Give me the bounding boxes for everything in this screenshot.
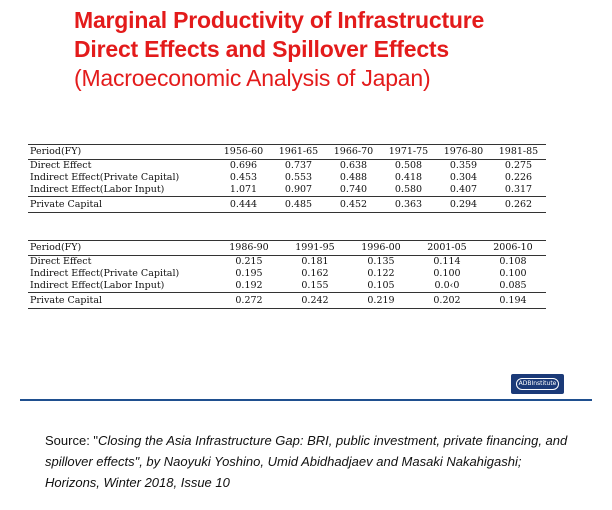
- header-label: Period(FY): [28, 144, 216, 160]
- source-authors: ", by Naoyuki Yoshino, Umid Abidhadjaev …: [134, 454, 402, 469]
- period-header: 1986-90: [216, 240, 282, 256]
- table-cell: 0.488: [339, 172, 368, 183]
- table-header-row: Period(FY) 1986-90 1991-95 1996-00 2001-…: [28, 240, 546, 256]
- table-cell: 0.275: [504, 160, 533, 171]
- table-cell: 0.085: [499, 280, 527, 291]
- table-cell: 0.202: [414, 292, 480, 309]
- table-cell: 0.740: [339, 184, 368, 195]
- table-cell: 0.444: [216, 196, 271, 213]
- slide-title: Marginal Productivity of Infrastructure …: [74, 6, 604, 93]
- table-cell: 0.737: [284, 160, 313, 171]
- table-row: Direct Effect 0.215 0.181 0.135 0.114 0.…: [28, 256, 546, 269]
- source-publication: Masaki Nakahigashi; Horizons, Winter 201…: [45, 454, 522, 490]
- table-cell: 0.242: [282, 292, 348, 309]
- table-cell: 0.105: [367, 280, 395, 291]
- productivity-table-1986-2010: Period(FY) 1986-90 1991-95 1996-00 2001-…: [28, 240, 546, 309]
- table-row: Direct Effect 0.696 0.737 0.638 0.508 0.…: [28, 160, 546, 173]
- row-label: Indirect Effect(Private Capital): [30, 268, 180, 279]
- table-row: Indirect Effect(Private Capital) 0.453 0…: [28, 172, 546, 184]
- table-cell: 0.0‹0: [434, 280, 460, 291]
- table-cell: 0.155: [301, 280, 329, 291]
- period-header: 1961-65: [271, 144, 326, 160]
- table-cell: 0.195: [235, 268, 263, 279]
- table-cell: 0.907: [284, 184, 313, 195]
- table-cell: 0.363: [381, 196, 436, 213]
- row-label: Private Capital: [28, 196, 216, 213]
- table-cell: 1.071: [229, 184, 258, 195]
- table-cell: 0.696: [229, 160, 258, 171]
- table-row: Indirect Effect(Private Capital) 0.195 0…: [28, 268, 546, 280]
- table-cell: 0.407: [449, 184, 478, 195]
- row-label: Indirect Effect(Labor Input): [30, 184, 165, 195]
- title-line-3: (Macroeconomic Analysis of Japan): [74, 65, 431, 91]
- title-line-2: Direct Effects and Spillover Effects: [74, 36, 449, 62]
- period-header: 1976-80: [436, 144, 491, 160]
- period-header: 1956-60: [216, 144, 271, 160]
- source-prefix: Source: ": [45, 433, 99, 448]
- period-header: 2006-10: [480, 240, 546, 256]
- period-header: 1996-00: [348, 240, 414, 256]
- table-row: Private Capital 0.444 0.485 0.452 0.363 …: [28, 196, 546, 213]
- period-header: 1971-75: [381, 144, 436, 160]
- table-header-row: Period(FY) 1956-60 1961-65 1966-70 1971-…: [28, 144, 546, 160]
- table-cell: 0.194: [480, 292, 546, 309]
- row-label: Indirect Effect(Private Capital): [30, 172, 180, 183]
- table-cell: 0.580: [394, 184, 423, 195]
- row-label: Indirect Effect(Labor Input): [30, 280, 165, 291]
- table-cell: 0.100: [499, 268, 527, 279]
- adbi-logo-text: ADBInstitute: [515, 378, 560, 390]
- table-cell: 0.181: [301, 256, 329, 267]
- title-line-1: Marginal Productivity of Infrastructure: [74, 7, 485, 33]
- table-cell: 0.135: [367, 256, 395, 267]
- table-cell: 0.162: [301, 268, 329, 279]
- table-cell: 0.359: [449, 160, 478, 171]
- table-cell: 0.114: [433, 256, 461, 267]
- header-label: Period(FY): [28, 240, 216, 256]
- table-cell: 0.219: [348, 292, 414, 309]
- table-cell: 0.304: [449, 172, 478, 183]
- table-row: Indirect Effect(Labor Input) 0.192 0.155…: [28, 280, 546, 293]
- period-header: 1966-70: [326, 144, 381, 160]
- table-cell: 0.453: [229, 172, 258, 183]
- table-cell: 0.508: [394, 160, 423, 171]
- source-article-title: Closing the Asia Infrastructure Gap: BRI…: [45, 433, 568, 469]
- table-cell: 0.553: [284, 172, 313, 183]
- table-cell: 0.262: [491, 196, 546, 213]
- table-cell: 0.192: [235, 280, 263, 291]
- row-label: Direct Effect: [30, 256, 92, 267]
- table-cell: 0.317: [504, 184, 533, 195]
- table-cell: 0.418: [394, 172, 423, 183]
- source-citation: Source: "Closing the Asia Infrastructure…: [45, 430, 575, 493]
- period-header: 2001-05: [414, 240, 480, 256]
- table-cell: 0.485: [271, 196, 326, 213]
- productivity-table-1956-1985: Period(FY) 1956-60 1961-65 1966-70 1971-…: [28, 144, 546, 213]
- table-cell: 0.226: [504, 172, 533, 183]
- row-label: Direct Effect: [30, 160, 92, 171]
- table-cell: 0.100: [433, 268, 461, 279]
- table-cell: 0.294: [436, 196, 491, 213]
- table-cell: 0.452: [326, 196, 381, 213]
- table-cell: 0.638: [339, 160, 368, 171]
- table-cell: 0.272: [216, 292, 282, 309]
- period-header: 1981-85: [491, 144, 546, 160]
- table-cell: 0.122: [367, 268, 395, 279]
- table-cell: 0.215: [235, 256, 263, 267]
- table-cell: 0.108: [499, 256, 527, 267]
- table-row: Indirect Effect(Labor Input) 1.071 0.907…: [28, 184, 546, 197]
- adbi-logo: ADBInstitute: [511, 374, 564, 394]
- table-row: Private Capital 0.272 0.242 0.219 0.202 …: [28, 292, 546, 309]
- period-header: 1991-95: [282, 240, 348, 256]
- row-label: Private Capital: [28, 292, 216, 309]
- divider-line: [20, 399, 592, 401]
